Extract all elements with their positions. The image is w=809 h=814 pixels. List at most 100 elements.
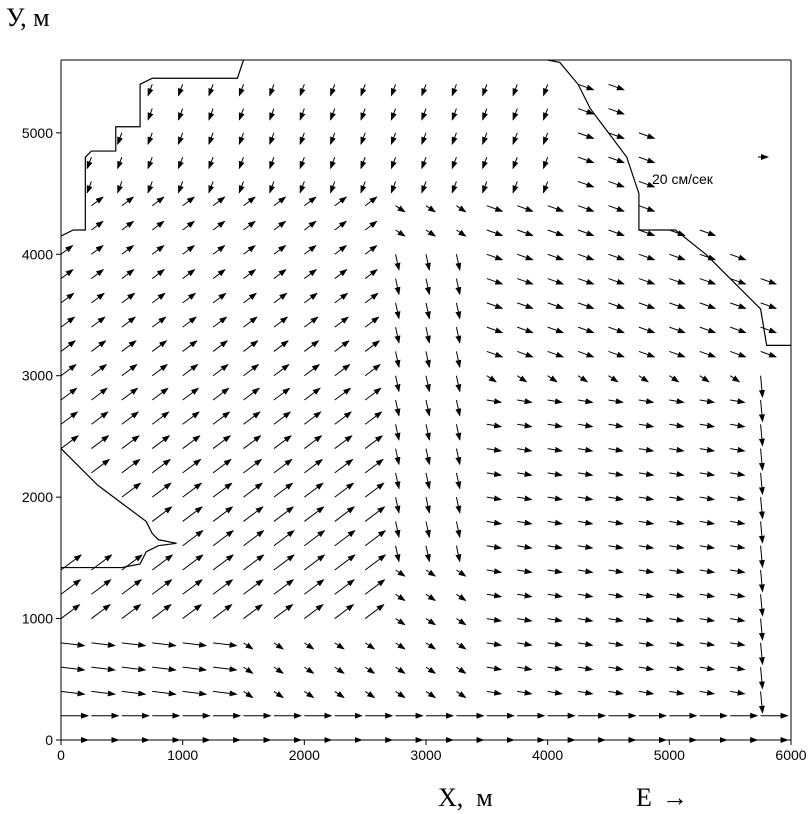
- velocity-vector: [147, 84, 154, 97]
- velocity-vector: [421, 84, 428, 97]
- velocity-vector: [182, 482, 203, 498]
- velocity-vector: [577, 278, 595, 285]
- velocity-vector: [330, 132, 336, 146]
- velocity-vector: [699, 326, 717, 334]
- velocity-vector: [243, 269, 257, 279]
- velocity-vector: [299, 156, 306, 170]
- velocity-vector: [273, 292, 288, 304]
- velocity-vector: [669, 543, 685, 550]
- velocity-vector: [517, 641, 533, 648]
- velocity-vector: [456, 642, 467, 650]
- velocity-vector: [273, 666, 284, 674]
- velocity-vector: [699, 398, 716, 405]
- velocity-vector: [578, 616, 594, 623]
- velocity-vector: [669, 689, 685, 696]
- velocity-vector: [60, 435, 79, 449]
- velocity-vector: [512, 84, 519, 97]
- velocity-vector: [608, 543, 624, 550]
- velocity-vector: [212, 363, 229, 377]
- velocity-vector: [147, 132, 154, 146]
- velocity-vector: [304, 530, 326, 547]
- velocity-vector: [486, 641, 503, 648]
- velocity-vector: [273, 604, 294, 619]
- velocity-vector: [238, 132, 245, 146]
- velocity-vector: [212, 196, 226, 207]
- velocity-vector: [304, 316, 319, 328]
- velocity-vector: [121, 482, 142, 498]
- velocity-vector: [334, 435, 353, 449]
- velocity-vector: [455, 399, 462, 417]
- velocity-vector: [455, 424, 462, 441]
- velocity-vector: [730, 519, 746, 526]
- velocity-vector: [304, 292, 318, 304]
- velocity-vector: [182, 435, 201, 449]
- velocity-vector: [147, 156, 154, 170]
- velocity-vector: [395, 205, 406, 213]
- velocity-vector: [517, 519, 533, 526]
- velocity-vector: [91, 604, 111, 619]
- west-coastline: [60, 59, 245, 237]
- velocity-vector: [334, 666, 345, 674]
- velocity-vector: [638, 350, 656, 358]
- velocity-vector: [517, 616, 533, 623]
- velocity-vector: [424, 399, 431, 417]
- velocity-vector: [151, 340, 168, 352]
- velocity-vector: [424, 254, 431, 271]
- velocity-vector: [243, 458, 263, 474]
- velocity-vector: [517, 543, 533, 550]
- velocity-vector: [273, 506, 295, 522]
- velocity-vector: [212, 530, 234, 547]
- velocity-vector: [577, 83, 595, 91]
- velocity-vector: [486, 253, 504, 261]
- velocity-vector: [669, 568, 685, 575]
- velocity-vector: [730, 689, 746, 696]
- velocity-vector: [151, 292, 166, 304]
- velocity-vector: [424, 472, 431, 490]
- x-axis-title: X, м: [438, 783, 493, 812]
- velocity-vector: [424, 302, 431, 320]
- velocity-vector: [669, 422, 685, 429]
- velocity-vector: [638, 689, 655, 696]
- velocity-vector: [182, 245, 195, 255]
- velocity-vector: [299, 181, 306, 194]
- velocity-vector: [212, 340, 229, 352]
- velocity-vector: [243, 387, 260, 401]
- velocity-vector: [482, 181, 488, 194]
- velocity-vector: [638, 156, 656, 164]
- velocity-vector: [212, 220, 226, 231]
- direction-label: E: [636, 783, 652, 812]
- velocity-vector: [578, 471, 594, 478]
- velocity-vector: [364, 269, 378, 279]
- velocity-vector: [273, 554, 295, 571]
- velocity-vector: [547, 422, 563, 429]
- velocity-vector: [730, 616, 746, 623]
- velocity-vector: [121, 363, 138, 377]
- velocity-vector: [425, 229, 437, 237]
- velocity-vector: [547, 205, 565, 212]
- velocity-vector: [390, 181, 397, 194]
- velocity-vector: [638, 375, 649, 383]
- velocity-vector: [486, 519, 503, 526]
- velocity-vector: [182, 579, 203, 595]
- velocity-vector: [208, 132, 215, 146]
- velocity-vector: [91, 387, 108, 401]
- x-tick-label: 4000: [532, 747, 563, 763]
- velocity-vector: [425, 569, 437, 577]
- velocity-vector: [394, 472, 401, 490]
- velocity-vector: [578, 495, 594, 502]
- velocity-vector: [152, 666, 177, 673]
- velocity-vector: [273, 579, 295, 595]
- velocity-vector: [394, 448, 401, 466]
- velocity-vector: [638, 543, 655, 550]
- velocity-vector: [638, 471, 655, 478]
- velocity-vector: [547, 350, 565, 358]
- velocity-vector: [547, 592, 563, 599]
- velocity-vector: [699, 641, 716, 648]
- velocity-vector: [273, 340, 289, 352]
- velocity-vector: [91, 245, 104, 255]
- velocity-vector: [304, 666, 315, 674]
- velocity-vector: [758, 545, 765, 569]
- velocity-vector: [304, 506, 325, 522]
- velocity-vector: [117, 132, 123, 146]
- velocity-vector: [121, 458, 141, 474]
